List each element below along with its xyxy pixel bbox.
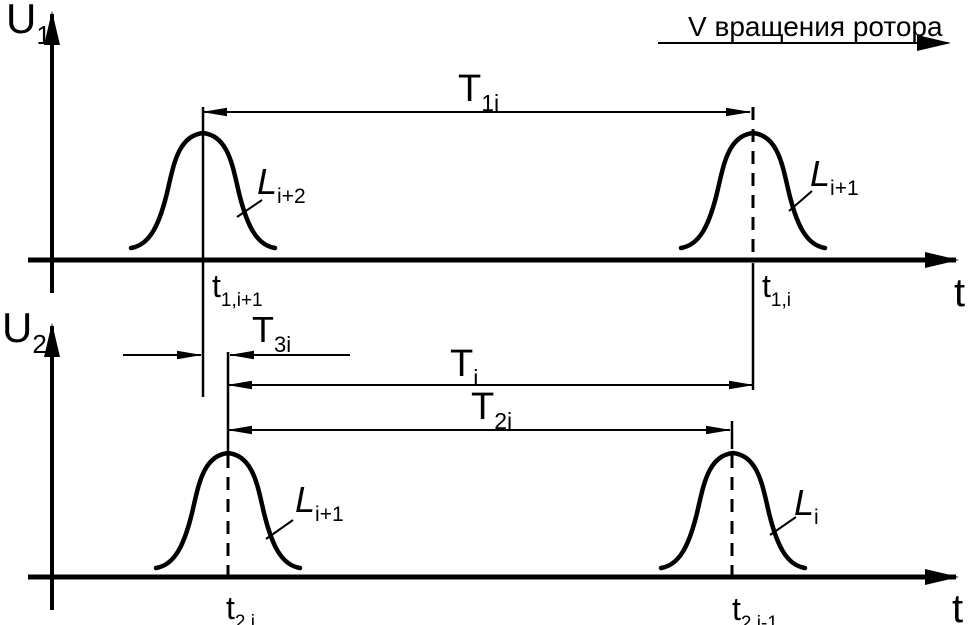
tick-label-t2-i: t2,i [226,590,255,625]
dim-ti-label: Ti [450,343,478,391]
leader-blade-bottom-left [265,519,294,540]
u1-axis-label: U1 [6,0,51,50]
t-axis-label-top: t [954,271,965,315]
pulse-curve-bottom-right [658,450,808,571]
dim-t2i-label: T2i [471,386,512,434]
tick-label-t1-ip1: t1,i+1 [212,268,263,311]
dim-t3i-label: T3i [252,309,291,357]
blade-label-bottom-right: Li [794,482,819,529]
leader-blade-top-right [788,190,813,212]
tick-label-t2-im1: t2,i-1 [732,591,778,625]
leader-blade-top-left [236,199,263,218]
u2-axis-label: U2 [2,304,47,359]
leader-blade-bottom-right [769,516,797,536]
rotor-velocity-label: V вращения ротора [688,11,943,42]
dim-t1i-label: T1i [458,68,499,116]
blade-label-top-right: Li+1 [810,153,859,200]
pulse-curve-top-right [678,130,828,251]
blade-label-bottom-left: Li+1 [295,479,344,526]
blade-label-top-left: Li+2 [257,161,306,208]
tick-label-t1-i: t1,i [762,268,791,311]
t-axis-label-bottom: t [952,587,963,625]
